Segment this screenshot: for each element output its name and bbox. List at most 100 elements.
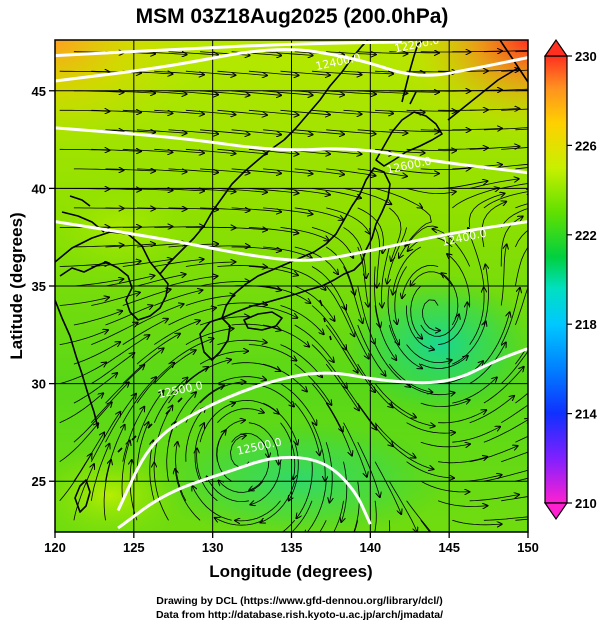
streamline (200, 90, 250, 95)
streamline (515, 477, 528, 482)
streamline (326, 90, 376, 94)
streamline (483, 419, 528, 443)
streamline (73, 279, 123, 287)
colorbar-ticks: 210 214 218 222 226 230 (567, 49, 597, 511)
streamline (515, 286, 528, 326)
streamline (483, 127, 528, 131)
streamline (105, 244, 156, 248)
streamline (501, 496, 528, 502)
colorbar-gradient (544, 55, 568, 504)
y-tick-label: 25 (32, 474, 46, 489)
x-tick-label: 150 (517, 540, 539, 555)
coastline-kyushu (199, 317, 231, 361)
x-tick-label: 140 (359, 540, 381, 555)
streamline (263, 129, 313, 135)
streamline (248, 305, 297, 318)
colorbar-tick-label: 222 (575, 228, 597, 243)
streamline (481, 202, 506, 248)
streamline (168, 276, 218, 287)
streamline (468, 194, 504, 228)
streamline (207, 477, 249, 503)
streamline (294, 168, 344, 175)
streamline (280, 227, 329, 240)
streamline (469, 109, 520, 111)
streamline (185, 109, 236, 114)
streamline (326, 129, 376, 134)
streamline (263, 168, 313, 174)
streamline (375, 227, 381, 287)
streamline (231, 362, 281, 371)
streamline (105, 335, 150, 365)
streamline (374, 266, 381, 328)
credit-drawing: Drawing by DCL (https://www.gfd-dennou.o… (156, 595, 443, 607)
streamline (248, 148, 299, 154)
streamline (281, 520, 295, 532)
streamline (231, 246, 282, 251)
coastline-china-south (55, 299, 99, 429)
streamline (231, 168, 282, 174)
streamline (501, 451, 528, 463)
streamline (248, 383, 294, 407)
streamline (389, 168, 439, 174)
streamline (154, 148, 204, 153)
streamline (136, 274, 186, 287)
streamline (515, 518, 528, 521)
streamline (387, 285, 399, 345)
streamline (73, 402, 112, 443)
streamline (215, 518, 264, 526)
streamline (420, 356, 468, 369)
coastline-hokkaido (375, 111, 443, 167)
streamline (154, 321, 200, 345)
streamline (469, 446, 518, 463)
streamline (500, 350, 528, 384)
streamline (311, 70, 362, 75)
y-axis-label: Latitude (degrees) (7, 212, 26, 359)
streamline (185, 262, 236, 267)
streamline (311, 266, 346, 310)
coastlines (55, 40, 528, 513)
streamline (168, 308, 217, 326)
streamline (325, 246, 355, 295)
streamline (420, 442, 470, 447)
streamline (59, 330, 108, 345)
streamline (438, 410, 486, 424)
streamline (219, 481, 264, 493)
temperature-cool-patch-vortex (345, 275, 528, 415)
gridlines (55, 40, 528, 532)
streamline (185, 70, 236, 75)
streamline (73, 464, 94, 521)
streamline (311, 422, 325, 481)
y-tick-label: 45 (32, 84, 46, 99)
streamline (515, 229, 528, 248)
streamline (388, 520, 391, 532)
streamline (200, 51, 250, 56)
streamline (515, 167, 528, 170)
streamline (319, 520, 327, 532)
streamline (311, 188, 361, 198)
streamline (406, 422, 455, 434)
streamline (501, 108, 528, 111)
streamline (420, 520, 431, 532)
streamline (248, 422, 279, 465)
streamline (263, 246, 312, 258)
streamline (217, 266, 267, 268)
streamline (374, 461, 401, 514)
streamline (311, 305, 346, 350)
x-axis: 120 125 130 135 140 145 150 (44, 532, 539, 555)
streamline (185, 407, 205, 462)
coastline-ryukyu (117, 397, 183, 453)
streamline (136, 169, 187, 172)
streamline (59, 110, 110, 111)
streamline (154, 109, 204, 114)
streamline (294, 324, 334, 362)
streamline (294, 285, 335, 321)
streamline (122, 289, 171, 306)
streamline (468, 228, 485, 287)
streamline (469, 288, 484, 345)
streamline (154, 70, 204, 75)
streamline (280, 109, 331, 114)
streamline (217, 188, 267, 192)
streamline (91, 382, 129, 423)
streamline (217, 109, 267, 115)
streamline (103, 460, 111, 521)
